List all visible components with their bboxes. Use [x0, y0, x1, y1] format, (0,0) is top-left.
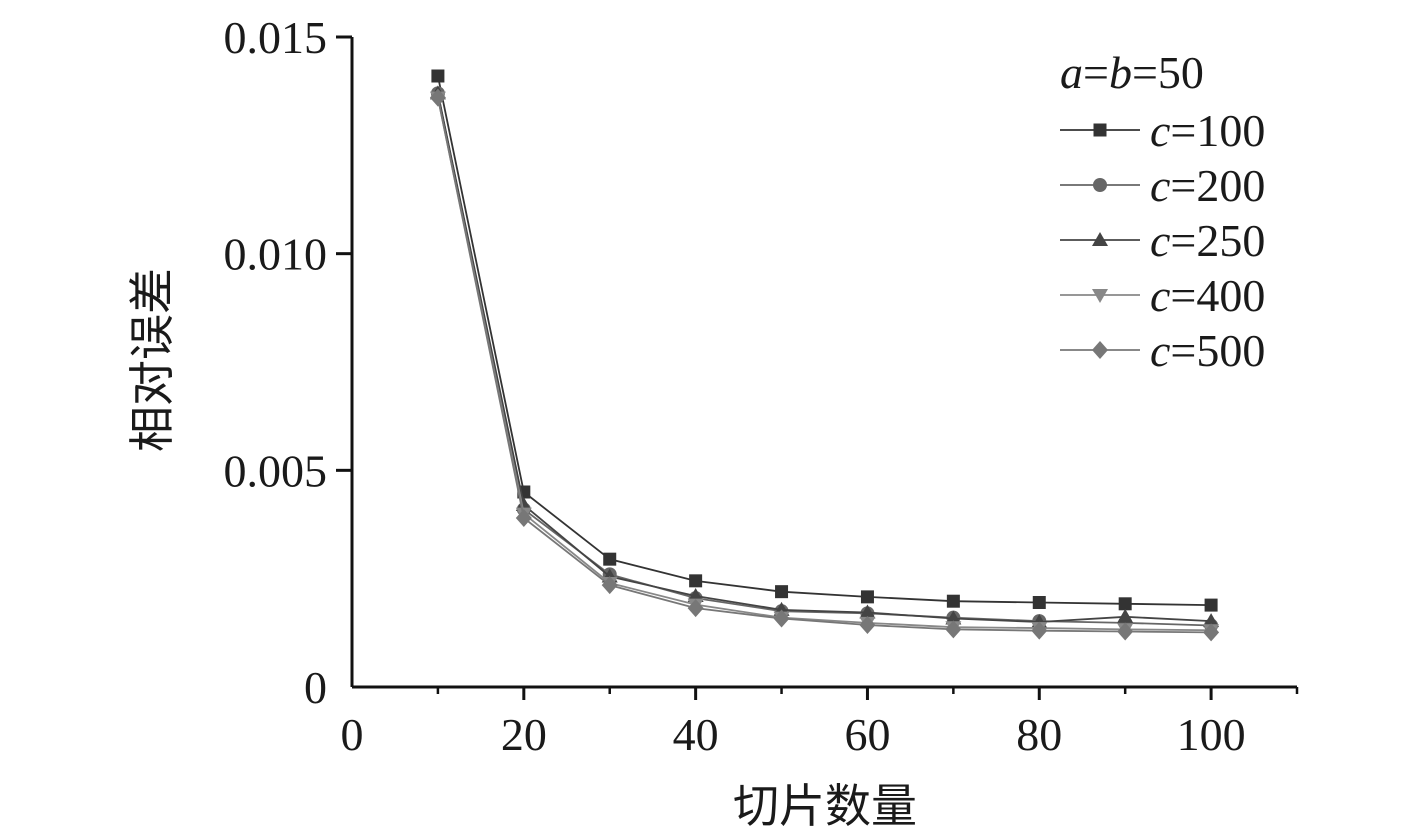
data-point	[775, 585, 789, 599]
legend-marker	[1093, 123, 1107, 137]
data-point	[689, 574, 703, 588]
data-point	[1203, 613, 1220, 628]
data-point	[431, 69, 445, 83]
legend-title-part: b	[1109, 47, 1132, 98]
data-point	[687, 599, 704, 618]
x-tick-label: 0	[341, 709, 364, 760]
series-line	[437, 97, 1212, 634]
legend-label: c=100	[1150, 105, 1265, 156]
legend-item: c=250	[1060, 215, 1265, 266]
series-1	[431, 69, 1218, 612]
series-group	[429, 69, 1220, 642]
data-point	[687, 588, 704, 602]
x-tick-label: 100	[1177, 709, 1246, 760]
data-point	[1031, 621, 1048, 640]
data-point	[945, 620, 962, 639]
legend-item: c=100	[1060, 105, 1265, 156]
series-line	[437, 97, 1212, 632]
data-point	[603, 552, 617, 566]
legend-label: c=400	[1150, 270, 1265, 321]
x-tick-label: 40	[673, 709, 719, 760]
legend-title-part: =50	[1132, 47, 1204, 98]
legend-label-value: =250	[1170, 215, 1265, 266]
legend-label-var: c	[1150, 270, 1170, 321]
legend-label-var: c	[1150, 160, 1170, 211]
legend-label-var: c	[1150, 105, 1170, 156]
x-tick-label: 60	[844, 709, 890, 760]
data-point	[1118, 597, 1132, 611]
y-tick-label: 0.015	[224, 12, 328, 63]
x-axis-title: 切片数量	[733, 779, 917, 833]
series-line	[437, 75, 1212, 606]
legend-item: c=200	[1060, 160, 1265, 211]
data-point	[946, 594, 960, 608]
legend-label-value: =500	[1170, 325, 1265, 376]
data-point	[773, 609, 790, 628]
y-axis-title: 相对误差	[125, 268, 179, 452]
data-point	[515, 497, 532, 511]
legend-label-var: c	[1150, 215, 1170, 266]
legend-label-var: c	[1150, 325, 1170, 376]
x-tick-label: 80	[1016, 709, 1062, 760]
data-point	[945, 610, 962, 625]
y-tick-label: 0.005	[224, 445, 328, 496]
data-point	[859, 604, 876, 619]
series-4	[429, 91, 1220, 639]
axes: 0 20 40 60 80 100 0 0.005 0.010 0.015	[224, 12, 1299, 760]
x-tick-label: 20	[501, 709, 547, 760]
series-2	[430, 86, 1219, 633]
data-point	[429, 88, 446, 107]
legend-title: a=b=50	[1060, 47, 1204, 98]
data-point	[1203, 623, 1220, 642]
data-point	[1117, 622, 1134, 641]
legend-item: c=500	[1060, 325, 1265, 376]
series-5	[429, 88, 1220, 642]
legend-marker	[1092, 289, 1108, 303]
legend-label: c=200	[1150, 160, 1265, 211]
data-point	[1117, 608, 1134, 623]
legend-marker	[1092, 232, 1108, 246]
series-line	[437, 93, 1212, 627]
legend-title-part: =	[1083, 47, 1109, 98]
legend-label-value: =100	[1170, 105, 1265, 156]
legend-title-part: a	[1060, 47, 1083, 98]
legend-marker	[1092, 341, 1108, 359]
legend-label-value: =200	[1170, 160, 1265, 211]
data-point	[859, 616, 876, 635]
series-line	[437, 93, 1212, 623]
legend-label-value: =400	[1170, 270, 1265, 321]
legend-label: c=250	[1150, 215, 1265, 266]
data-point	[860, 590, 874, 604]
legend-label: c=500	[1150, 325, 1265, 376]
data-point	[601, 576, 618, 595]
data-point	[1032, 596, 1046, 609]
legend-item: c=400	[1060, 270, 1265, 321]
data-point	[515, 509, 532, 527]
y-tick-label: 0.010	[224, 229, 328, 280]
y-tick-label: 0	[304, 662, 327, 713]
data-point	[1204, 598, 1218, 612]
legend-marker	[1093, 178, 1107, 192]
